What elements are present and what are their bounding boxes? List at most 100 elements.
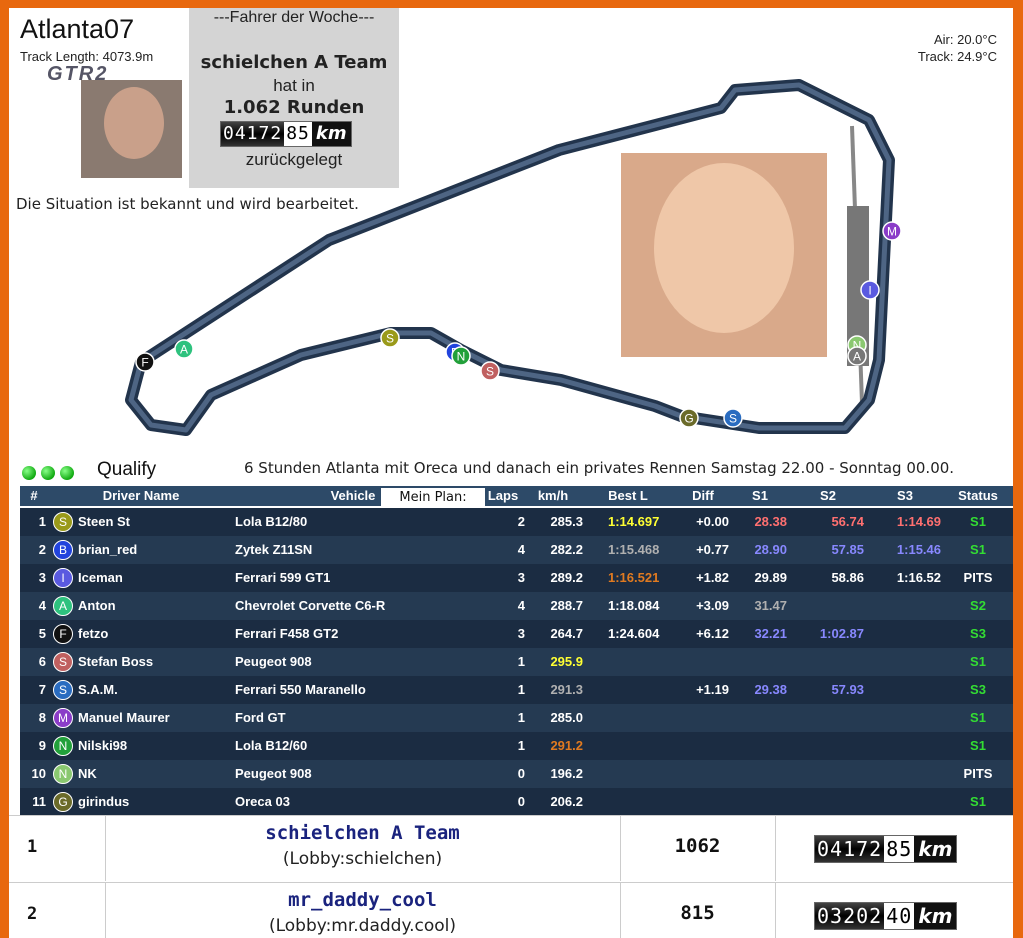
- track-marker: [135, 352, 155, 372]
- status-note: Die Situation ist bekannt und wird bearb…: [16, 195, 359, 213]
- track-marker: [451, 346, 471, 366]
- cell-diff: +0.00: [696, 514, 729, 529]
- cell-speed: 264.7: [550, 626, 583, 641]
- column-header: Vehicle: [330, 488, 376, 503]
- photo-face: [654, 163, 794, 333]
- dow-laps: 1.062 Runden: [223, 97, 365, 118]
- marker-letter: M: [887, 225, 897, 239]
- column-header: S3: [897, 488, 913, 503]
- track-marker: [174, 339, 194, 359]
- cell-laps: 2: [517, 514, 525, 529]
- cell-s1: 31.47: [754, 598, 787, 613]
- status-light: [60, 466, 74, 480]
- track-temp: Track: 24.9°C: [917, 49, 997, 64]
- cell-vehicle: Chevrolet Corvette C6-R: [235, 598, 386, 613]
- cell-driver: fetzo: [78, 626, 109, 641]
- table-row: A 4 Anton Chevrolet Corvette C6-R 4 288.7 1:18…: [20, 592, 1013, 620]
- cell-pos: 10: [31, 766, 46, 781]
- table-row: F 5 fetzo Ferrari F458 GT2 3 264.7 1:24.604 +6.…: [20, 620, 1013, 648]
- driver-badge: A: [53, 596, 73, 616]
- cell-pos: 6: [38, 654, 46, 669]
- cell-s3: 1:16.52: [896, 570, 941, 585]
- marker-letter: G: [684, 412, 693, 426]
- cell-s2: 1:02.87: [819, 626, 864, 641]
- table-row: S 1 Steen St Lola B12/80 2 285.3 1:14.697 +0.00…: [20, 508, 1013, 536]
- cell-status: S3: [970, 626, 986, 641]
- cell-best: 1:24.604: [608, 626, 660, 641]
- pit-building: [847, 206, 869, 366]
- cell-best: 1:18.084: [608, 598, 660, 613]
- driver-badge: G: [53, 792, 73, 812]
- cell-vehicle: Peugeot 908: [235, 654, 312, 669]
- cell-s2: 57.85: [831, 542, 864, 557]
- table-header: # Driver Name Vehicle Laps km/h Best L Diff S1 S…: [20, 486, 1013, 506]
- cell-driver: Nilski98: [78, 738, 128, 753]
- cell-pos: 2: [38, 542, 46, 557]
- marker-letter: S: [486, 365, 494, 379]
- column-header: Diff: [692, 488, 714, 503]
- cell-laps: 3: [517, 626, 525, 641]
- standing-laps: 1062: [674, 835, 721, 857]
- odometer: 03202 40 km: [814, 902, 958, 930]
- cell-s1: 28.90: [754, 542, 787, 557]
- cell-vehicle: Oreca 03: [235, 794, 290, 809]
- session-message: 6 Stunden Atlanta mit Oreca und danach e…: [244, 459, 955, 477]
- driver-badge: M: [53, 708, 73, 728]
- cell-driver: Stefan Boss: [78, 654, 154, 669]
- track-marker: [860, 280, 880, 300]
- cell-speed: 291.2: [550, 738, 583, 753]
- cell-vehicle: Lola B12/80: [235, 514, 308, 529]
- cell-pos: 11: [32, 794, 46, 809]
- cell-pos: 1: [38, 514, 46, 529]
- track-map: FASBNSGSMINA: [81, 79, 902, 436]
- cell-border: [620, 815, 621, 881]
- table-row: S 7 S.A.M. Ferrari 550 Maranello 1 291.3 +1.19…: [20, 676, 1013, 704]
- cell-driver: NK: [78, 766, 97, 781]
- cell-best: 1:16.521: [608, 570, 660, 585]
- driver-badge: F: [53, 624, 73, 644]
- marker-letter: S: [729, 412, 737, 426]
- cell-vehicle: Peugeot 908: [235, 766, 312, 781]
- cell-s1: 29.89: [754, 570, 787, 585]
- cell-vehicle: Lola B12/60: [235, 738, 308, 753]
- status-light: [22, 466, 36, 480]
- cell-driver: Manuel Maurer: [78, 710, 170, 725]
- column-header: S2: [820, 488, 836, 503]
- cell-best: 1:14.697: [608, 514, 660, 529]
- cell-border: [620, 882, 621, 938]
- standing-team: schielchen A Team: [265, 822, 460, 844]
- column-header: #: [30, 488, 38, 503]
- cell-s3: 1:15.46: [896, 542, 941, 557]
- cell-border: [105, 815, 106, 881]
- marker-letter: I: [868, 284, 871, 298]
- cell-laps: 1: [517, 654, 525, 669]
- odometer-fraction: 85: [884, 836, 915, 862]
- cell-speed: 206.2: [550, 794, 583, 809]
- cell-laps: 1: [517, 682, 525, 697]
- marker-letter: S: [386, 332, 394, 346]
- cell-laps: 0: [517, 794, 525, 809]
- cell-diff: +6.12: [696, 626, 729, 641]
- column-header: Best L: [608, 488, 648, 503]
- track-marker: [723, 408, 743, 428]
- cell-pos: 7: [38, 682, 46, 697]
- cell-laps: 1: [517, 710, 525, 725]
- track-marker: [380, 328, 400, 348]
- column-header: km/h: [537, 488, 569, 503]
- cell-status: PITS: [963, 570, 993, 585]
- driver-badge: B: [53, 540, 73, 560]
- logo: GTR2: [47, 63, 109, 85]
- cell-laps: 3: [517, 570, 525, 585]
- cell-driver: girindus: [78, 794, 130, 809]
- column-header: Laps: [487, 488, 519, 503]
- odometer-fraction: 40: [884, 903, 915, 929]
- cell-diff: +1.82: [696, 570, 729, 585]
- cell-speed: 285.0: [550, 710, 583, 725]
- cell-status: S1: [970, 710, 986, 725]
- marker-letter: A: [853, 350, 861, 364]
- standing-rank: 2: [27, 904, 38, 924]
- cell-status: PITS: [963, 766, 993, 781]
- dow-line: zurückgelegt: [245, 150, 343, 169]
- cell-s1: 29.38: [754, 682, 787, 697]
